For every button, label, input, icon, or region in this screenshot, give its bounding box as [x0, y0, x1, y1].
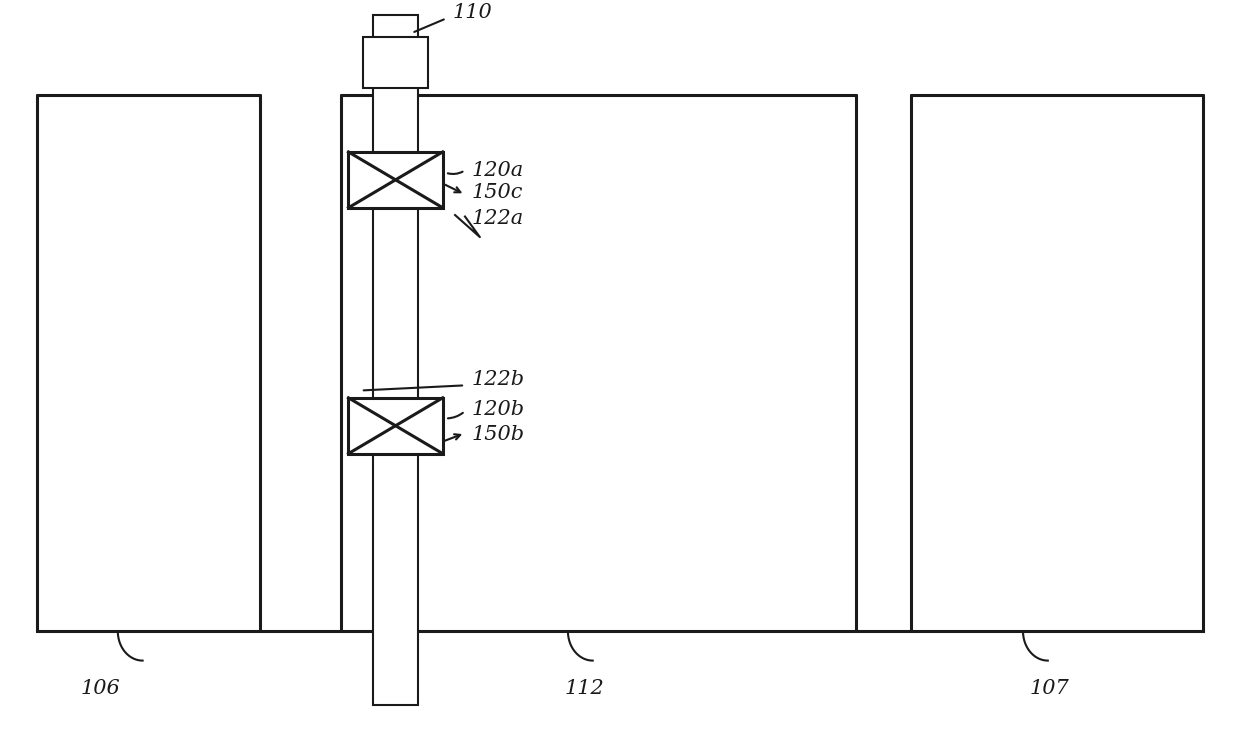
Bar: [348, 152, 443, 208]
Text: 110: 110: [453, 3, 492, 22]
Text: 122a: 122a: [471, 209, 523, 228]
Text: 120b: 120b: [471, 400, 525, 418]
Text: 120a: 120a: [471, 161, 523, 180]
Bar: [363, 37, 428, 88]
Text: 122b: 122b: [471, 371, 525, 389]
Text: 112: 112: [564, 679, 604, 697]
Bar: [348, 398, 443, 454]
Text: 150b: 150b: [471, 426, 525, 444]
Text: 106: 106: [81, 679, 120, 697]
Text: 107: 107: [1029, 679, 1069, 697]
Bar: [373, 15, 418, 705]
Text: 150c: 150c: [471, 184, 523, 202]
